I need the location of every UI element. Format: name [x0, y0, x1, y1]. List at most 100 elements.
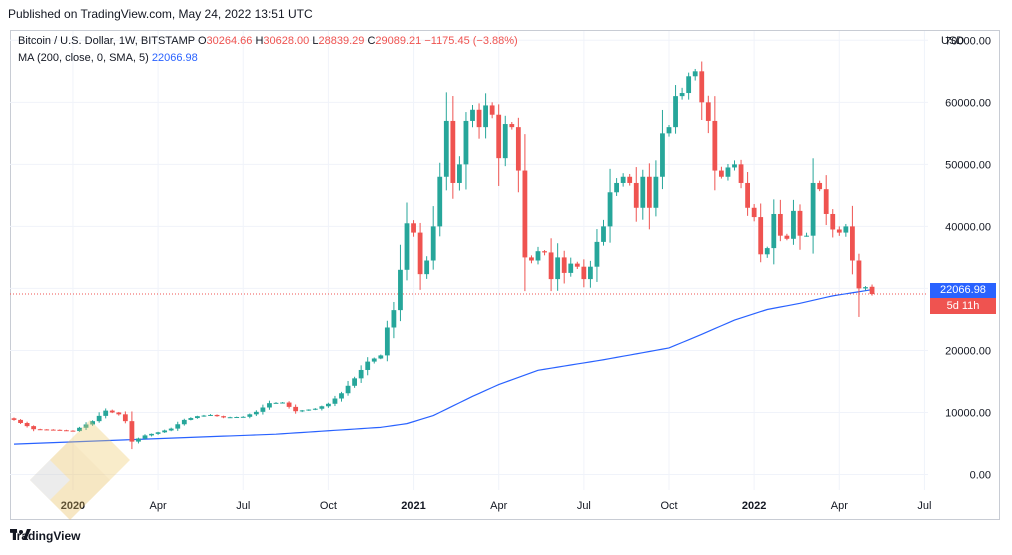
candle-body	[745, 182, 750, 208]
candle-body	[306, 409, 312, 411]
candle-body	[463, 120, 469, 165]
y-tick-label: 10000.00	[945, 407, 991, 419]
y-axis-ticks: 0.0010000.0020000.0030000.0040000.005000…	[945, 35, 991, 481]
candle-body	[339, 393, 344, 399]
candle-body	[129, 421, 135, 442]
candle-body	[398, 269, 403, 311]
legend-symbol: Bitcoin / U.S. Dollar, 1W, BITSTAMP	[18, 35, 195, 47]
candle-body	[588, 266, 593, 280]
legend-high-label: H	[255, 35, 264, 47]
candle-body	[214, 414, 220, 417]
candle-body	[168, 428, 174, 431]
candle-body	[548, 252, 554, 280]
candle-body	[804, 235, 809, 237]
y-tick-label: 40000.00	[945, 221, 991, 233]
legend-high-value: 30628.00	[263, 35, 310, 47]
tradingview-footer[interactable]: TradingView	[10, 529, 80, 543]
x-tick-label: Apr	[490, 500, 507, 512]
candle-body	[791, 210, 796, 239]
y-tick-label: 60000.00	[945, 97, 991, 109]
y-tick-label: 0.00	[970, 469, 991, 481]
candle-body	[443, 120, 449, 177]
x-tick-label: Jul	[577, 500, 591, 512]
candle-body	[483, 105, 488, 128]
chart-frame	[10, 30, 1000, 520]
candle-body	[195, 416, 200, 419]
candle-body	[273, 402, 279, 404]
candle-body	[830, 213, 836, 230]
candle-body	[208, 414, 213, 416]
candle-body	[371, 358, 377, 362]
candle-body	[286, 402, 292, 407]
candle-body	[810, 182, 816, 236]
candle-body	[574, 263, 580, 267]
x-tick-label: 2021	[401, 500, 425, 512]
candle-body	[312, 408, 318, 410]
candle-body	[777, 213, 783, 236]
candle-body	[502, 124, 508, 159]
candle-body	[77, 427, 82, 432]
candle-body	[90, 421, 95, 425]
candle-body	[417, 232, 423, 275]
candle-body	[738, 164, 744, 183]
candle-body	[725, 167, 731, 177]
candle-body	[83, 424, 89, 428]
x-tick-label: Apr	[831, 500, 848, 512]
candle-body	[64, 430, 69, 432]
candle-body	[653, 176, 659, 208]
candle-body	[850, 226, 855, 261]
candle-body	[470, 109, 475, 121]
candle-body	[234, 417, 240, 419]
candle-body	[732, 164, 737, 168]
candle-body	[332, 398, 338, 404]
candle-body	[751, 207, 757, 218]
candle-body	[823, 189, 829, 214]
candle-body	[476, 109, 482, 128]
candle-body	[496, 114, 502, 159]
candle-body	[620, 176, 626, 183]
candle-body	[221, 416, 226, 418]
candle-body	[411, 223, 416, 233]
x-tick-label: Apr	[150, 500, 167, 512]
candle-body	[293, 406, 299, 412]
candle-body	[44, 429, 50, 431]
legend-open-value: 30264.66	[206, 35, 253, 47]
candle-body	[267, 403, 272, 408]
candle-body	[142, 435, 148, 439]
candle-body	[280, 402, 285, 404]
x-tick-label: Jul	[236, 500, 250, 512]
candle-body	[817, 182, 823, 190]
candle-body	[594, 241, 600, 267]
candle-body	[260, 407, 266, 412]
candle-body	[50, 429, 56, 431]
candle-body	[116, 412, 122, 415]
x-tick-label: 2020	[61, 500, 85, 512]
candle-body	[758, 217, 764, 255]
ma-line	[13, 289, 873, 445]
legend-change: −1175.45 (−3.88%)	[424, 35, 518, 47]
candle-body	[299, 410, 305, 412]
candle-body	[660, 133, 665, 177]
candle-body	[96, 415, 102, 422]
candle-body	[522, 170, 528, 258]
candle-body	[384, 327, 390, 356]
y-tick-label: 70000.00	[945, 35, 991, 47]
candle-body	[699, 71, 705, 103]
candle-body	[450, 120, 456, 183]
legend-low-value: 28839.29	[318, 35, 365, 47]
legend-open-label: O	[197, 35, 207, 47]
candle-body	[712, 120, 718, 171]
candle-body	[326, 403, 331, 407]
candle-body	[253, 411, 259, 415]
legend-ma-label: MA (200, close, 0, SMA, 5)	[18, 52, 149, 64]
candle-body	[719, 170, 724, 177]
candle-body	[175, 424, 181, 429]
legend-ma-value: 22066.98	[151, 52, 198, 64]
candle-body	[358, 369, 364, 379]
candle-body	[489, 105, 495, 115]
candle-body	[764, 248, 770, 255]
candle-body	[352, 378, 357, 386]
candle-body	[797, 210, 803, 236]
legend-ma: MA (200, close, 0, SMA, 5) 22066.98	[18, 52, 198, 64]
